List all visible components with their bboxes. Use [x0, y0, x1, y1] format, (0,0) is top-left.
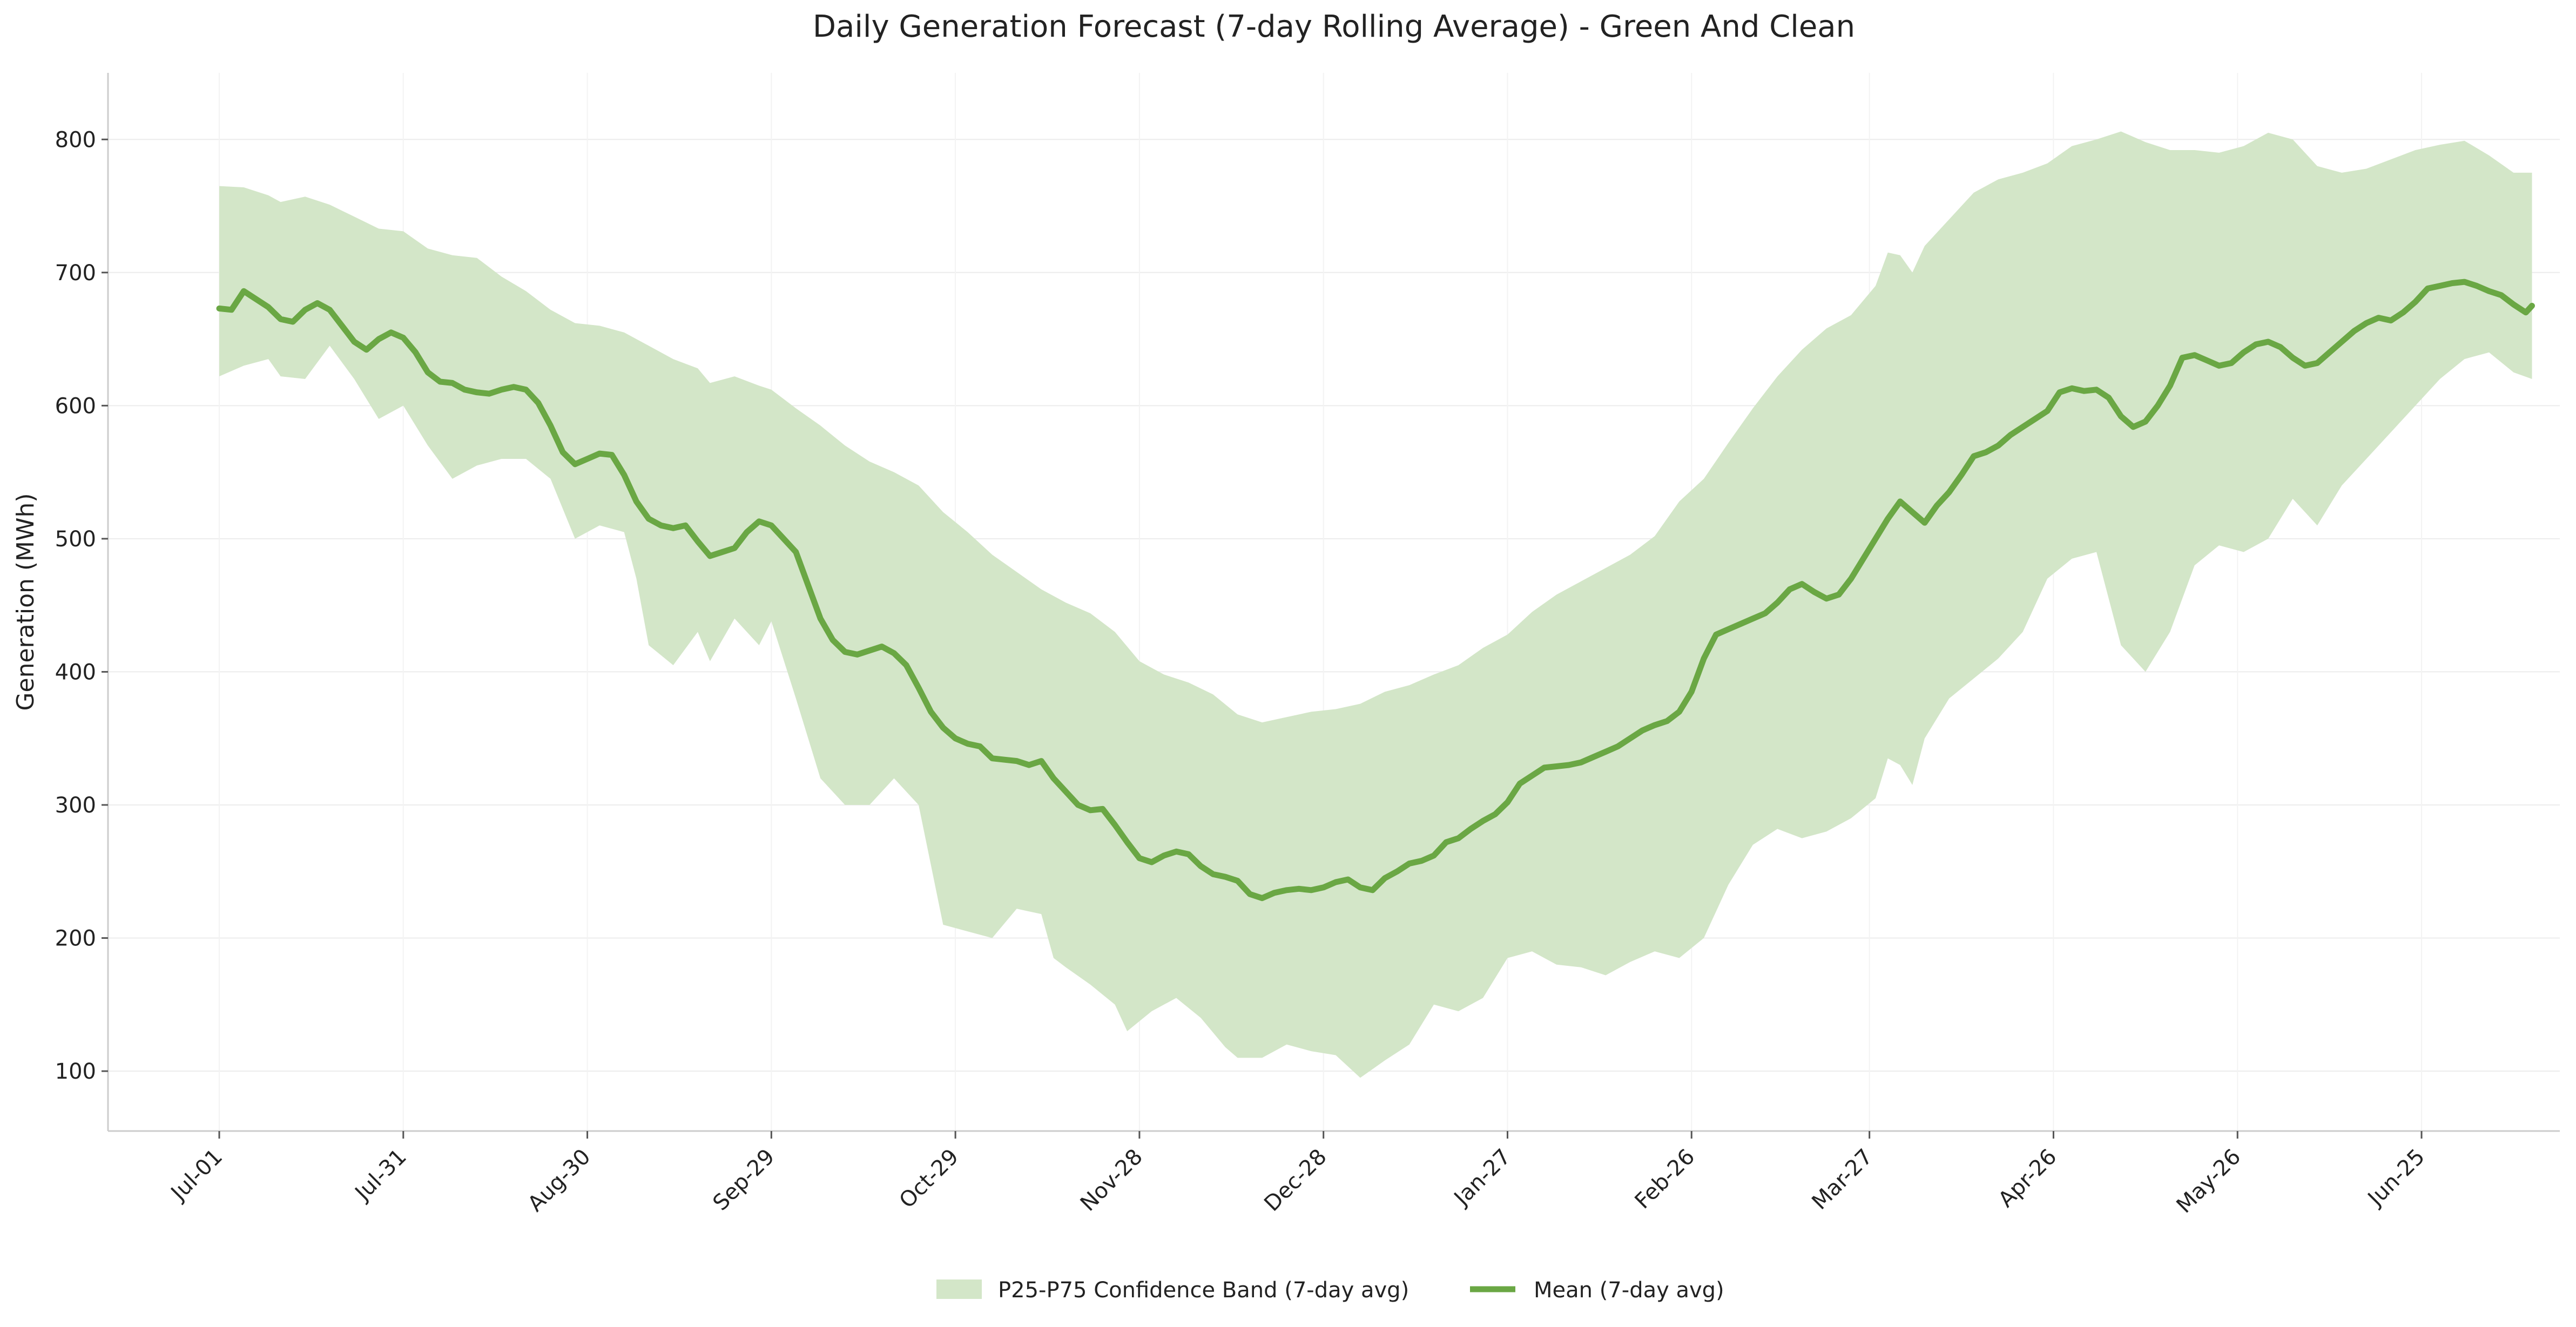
- y-axis-label: Generation (MWh): [12, 493, 39, 710]
- y-tick-label: 700: [55, 261, 96, 286]
- y-tick-label: 100: [55, 1059, 96, 1084]
- legend-band-swatch: [936, 1279, 982, 1299]
- y-tick-label: 200: [55, 926, 96, 951]
- legend-band-label: P25-P75 Confidence Band (7-day avg): [998, 1278, 1409, 1303]
- mean-line: [216, 279, 2535, 902]
- confidence-band: [219, 131, 2532, 1078]
- y-tick-label: 500: [55, 527, 96, 552]
- legend-mean-label: Mean (7-day avg): [1534, 1278, 1724, 1303]
- mean-line-layer: [216, 279, 2535, 902]
- chart-title: Daily Generation Forecast (7-day Rolling…: [813, 9, 1855, 44]
- y-ticks: 100 200 300 400 500 600 700 800: [55, 127, 108, 1084]
- y-tick-label: 800: [55, 127, 96, 152]
- y-tick-label: 600: [55, 394, 96, 418]
- y-tick-label: 300: [55, 793, 96, 818]
- legend: P25-P75 Confidence Band (7-day avg) Mean…: [936, 1278, 1724, 1303]
- y-tick-label: 400: [55, 660, 96, 685]
- confidence-band-layer: [219, 131, 2532, 1078]
